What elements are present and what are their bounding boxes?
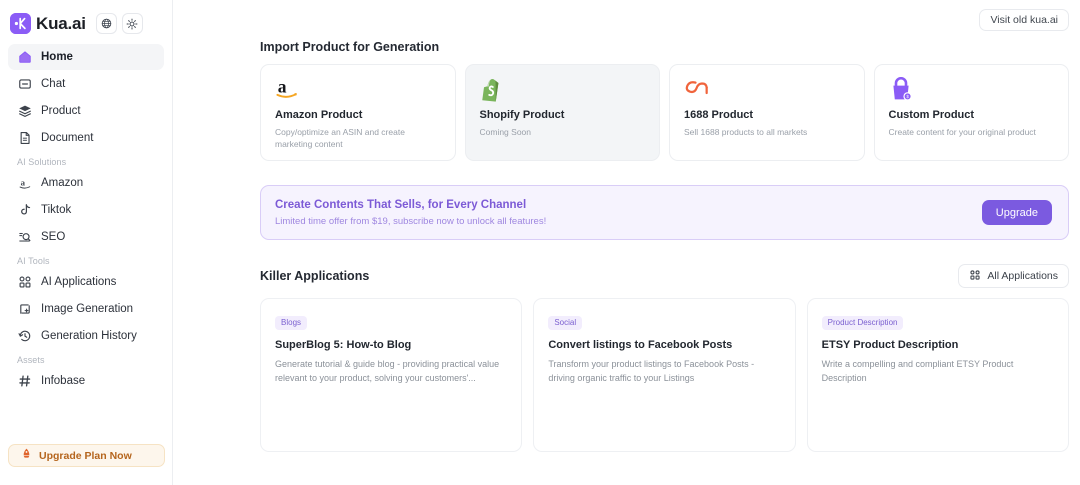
promo-subtitle: Limited time offer from $19, subscribe n… xyxy=(275,215,547,227)
apps-section-header: Killer Applications All Applications xyxy=(260,264,1069,288)
sidebar-item-infobase[interactable]: Infobase xyxy=(8,368,164,394)
svg-text:a: a xyxy=(20,178,25,188)
shopify-logo-icon xyxy=(480,77,646,105)
history-clock-icon xyxy=(17,329,32,344)
sidebar: Kua.ai xyxy=(0,0,173,485)
app-card-desc: Generate tutorial & guide blog - providi… xyxy=(275,359,500,383)
app-card-tag: Blogs xyxy=(275,315,308,330)
sidebar-item-product[interactable]: Product xyxy=(8,98,164,124)
sidebar-item-generation-history[interactable]: Generation History xyxy=(8,323,164,349)
globe-icon[interactable] xyxy=(95,13,117,34)
sidebar-item-label: AI Applications xyxy=(41,276,117,288)
sun-icon[interactable] xyxy=(121,13,143,34)
sidebar-item-seo[interactable]: SEO xyxy=(8,224,164,250)
product-card-shopify[interactable]: Shopify Product Coming Soon xyxy=(464,64,660,161)
app-card-desc: Transform your product listings to Faceb… xyxy=(548,359,755,383)
app-card-tag: Social xyxy=(548,315,583,330)
sidebar-item-image-generation[interactable]: Image Generation xyxy=(8,296,164,322)
sidebar-item-label: Amazon xyxy=(41,177,84,189)
sidebar-item-label: Product xyxy=(41,105,81,117)
rocket-icon xyxy=(21,447,32,465)
product-card-custom[interactable]: $ Custom Product Create content for your… xyxy=(873,64,1069,161)
kua-logo-icon xyxy=(10,13,31,34)
topbar: Visit old kua.ai xyxy=(173,0,1080,40)
grid-apps-icon xyxy=(969,269,981,284)
product-card-desc: Coming Soon xyxy=(479,127,532,137)
product-card-amazon[interactable]: a Amazon Product Copy/optimize an ASIN a… xyxy=(260,64,456,161)
sidebar-item-home[interactable]: Home xyxy=(8,44,164,70)
product-card-desc: Sell 1688 products to all markets xyxy=(684,127,808,137)
sidebar-section-label: AI Tools xyxy=(17,256,50,266)
promo-banner: Create Contents That Sells, for Every Ch… xyxy=(260,185,1069,240)
all-applications-label: All Applications xyxy=(987,270,1058,282)
shopping-bag-icon: $ xyxy=(889,77,1055,105)
product-card-1688[interactable]: 1688 Product Sell 1688 products to all m… xyxy=(669,64,865,161)
sidebar-section-label: AI Solutions xyxy=(17,157,67,167)
sidebar-item-label: Home xyxy=(41,51,73,63)
app-card-desc: Write a compelling and compliant ETSY Pr… xyxy=(821,359,1014,383)
apps-section-title: Killer Applications xyxy=(260,269,370,283)
app-card-title: Convert listings to Facebook Posts xyxy=(548,339,733,351)
all-applications-button[interactable]: All Applications xyxy=(958,264,1069,288)
document-icon xyxy=(17,131,32,146)
sidebar-item-label: Tiktok xyxy=(41,204,72,216)
sidebar-item-chat[interactable]: Chat xyxy=(8,71,164,97)
promo-title: Create Contents That Sells, for Every Ch… xyxy=(275,198,527,211)
app-card-title: SuperBlog 5: How-to Blog xyxy=(275,339,412,351)
app-card-title: ETSY Product Description xyxy=(821,339,959,351)
sidebar-item-document[interactable]: Document xyxy=(8,125,164,151)
sidebar-item-label: Infobase xyxy=(41,375,86,387)
visit-old-kua-button[interactable]: Visit old kua.ai xyxy=(979,9,1069,31)
sidebar-item-ai-applications[interactable]: AI Applications xyxy=(8,269,164,295)
sidebar-section-label: Assets xyxy=(17,355,45,365)
killer-applications-grid: Blogs SuperBlog 5: How-to Blog Generate … xyxy=(260,298,1069,452)
promo-text-group: Create Contents That Sells, for Every Ch… xyxy=(275,199,546,227)
product-card-name: 1688 Product xyxy=(684,109,754,121)
hash-icon xyxy=(17,374,32,389)
sidebar-nav: Home Chat xyxy=(0,38,172,394)
brand-name: Kua.ai xyxy=(36,13,86,33)
svg-text:$: $ xyxy=(906,94,909,99)
app-card[interactable]: Product Description ETSY Product Descrip… xyxy=(806,298,1069,452)
tiktok-icon xyxy=(17,203,32,218)
sidebar-item-label: Generation History xyxy=(41,330,137,342)
sidebar-item-label: SEO xyxy=(41,231,66,243)
product-card-desc: Create content for your original product xyxy=(888,127,1036,137)
upgrade-plan-label: Upgrade Plan Now xyxy=(39,449,132,462)
sidebar-item-label: Chat xyxy=(41,78,66,90)
import-product-grid: a Amazon Product Copy/optimize an ASIN a… xyxy=(260,64,1069,161)
app-card-tag: Product Description xyxy=(821,315,904,330)
app-card[interactable]: Social Convert listings to Facebook Post… xyxy=(533,298,796,452)
home-icon xyxy=(17,50,32,65)
sidebar-item-tiktok[interactable]: Tiktok xyxy=(8,197,164,223)
grid-apps-icon xyxy=(17,275,32,290)
header-icon-group xyxy=(95,13,143,34)
product-card-name: Custom Product xyxy=(888,109,975,121)
product-card-desc: Copy/optimize an ASIN and create marketi… xyxy=(275,127,405,150)
amazon-a-icon: a xyxy=(17,176,32,191)
sidebar-item-label: Document xyxy=(41,132,94,144)
brand-row: Kua.ai xyxy=(0,0,172,38)
upgrade-button[interactable]: Upgrade xyxy=(981,200,1052,225)
layers-icon xyxy=(17,104,32,119)
import-section-title: Import Product for Generation xyxy=(260,40,440,54)
chat-icon xyxy=(17,77,32,92)
sidebar-item-label: Image Generation xyxy=(41,303,134,315)
upgrade-plan-button[interactable]: Upgrade Plan Now xyxy=(8,444,165,467)
main-content: Visit old kua.ai Import Product for Gene… xyxy=(173,0,1080,485)
content-area: Import Product for Generation a Amazon P… xyxy=(173,40,1080,452)
amazon-logo-icon: a xyxy=(275,77,441,105)
product-card-name: Amazon Product xyxy=(275,109,363,121)
sidebar-item-amazon[interactable]: a Amazon xyxy=(8,170,164,196)
svg-text:a: a xyxy=(278,77,287,97)
product-card-name: Shopify Product xyxy=(479,109,565,121)
seo-search-icon xyxy=(17,230,32,245)
app-card[interactable]: Blogs SuperBlog 5: How-to Blog Generate … xyxy=(260,298,523,452)
alibaba-1688-icon xyxy=(684,77,850,105)
image-sparkle-icon xyxy=(17,302,32,317)
